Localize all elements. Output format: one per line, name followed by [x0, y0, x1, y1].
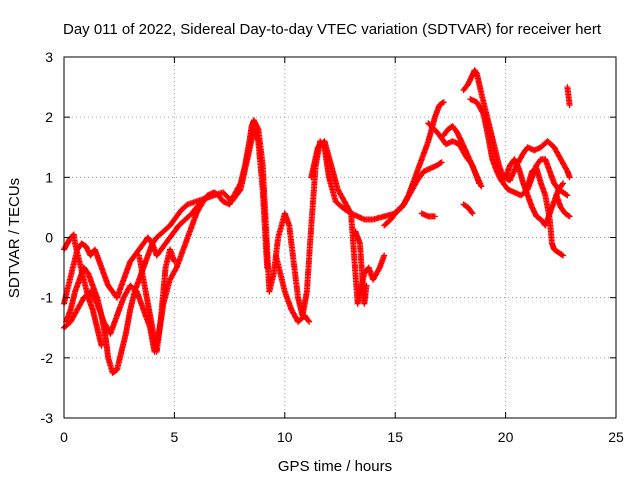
data-point [172, 265, 179, 272]
data-point [206, 192, 213, 199]
data-point [469, 210, 476, 217]
x-tick-label: 25 [608, 429, 624, 445]
data-point [563, 191, 570, 198]
y-tick-label: 2 [45, 109, 53, 125]
data-point [437, 160, 444, 166]
data-point [478, 183, 485, 190]
y-axis-label: SDTVAR / TECUs [6, 178, 23, 298]
data-point [560, 180, 566, 187]
data-marks [61, 67, 573, 376]
data-point [564, 192, 571, 199]
y-tick-label: 0 [45, 230, 53, 246]
data-point [363, 282, 370, 289]
x-axis-label: GPS time / hours [278, 458, 392, 475]
data-point [360, 215, 366, 222]
x-tick-label: 15 [387, 429, 403, 445]
data-point [558, 251, 565, 258]
data-point [566, 213, 573, 220]
data-point [473, 69, 480, 76]
y-tick-label: -1 [41, 290, 54, 306]
data-point [347, 209, 354, 216]
x-tick-label: 5 [171, 429, 179, 445]
data-point [438, 159, 445, 166]
data-point [559, 181, 566, 188]
y-tick-label: -2 [41, 350, 54, 366]
data-point [264, 264, 271, 271]
axis-ticks: 0 5 10 15 20 25 -3 -2 -1 0 1 2 3 [41, 49, 624, 445]
chart-title: Day 011 of 2022, Sidereal Day-to-day VTE… [63, 21, 602, 38]
y-tick-label: 1 [45, 169, 53, 185]
x-tick-label: 0 [60, 429, 68, 445]
data-point [171, 258, 178, 265]
data-point [468, 209, 475, 216]
y-tick-label: -3 [41, 410, 54, 426]
data-point [305, 317, 312, 324]
data-point [236, 187, 243, 194]
data-point [476, 180, 483, 187]
y-tick-label: 3 [45, 49, 53, 65]
data-point [565, 212, 572, 219]
series-sdtvar [61, 67, 573, 376]
data-point [566, 102, 573, 109]
data-point [381, 252, 388, 259]
data-point [205, 193, 212, 200]
data-point [431, 213, 438, 220]
data-point [376, 265, 382, 272]
data-point [306, 318, 313, 325]
data-point [98, 342, 105, 349]
data-point [566, 174, 573, 181]
x-tick-label: 10 [277, 429, 293, 445]
data-point [440, 99, 447, 106]
x-tick-label: 20 [498, 429, 514, 445]
data-point [439, 99, 446, 106]
data-point [560, 252, 566, 259]
